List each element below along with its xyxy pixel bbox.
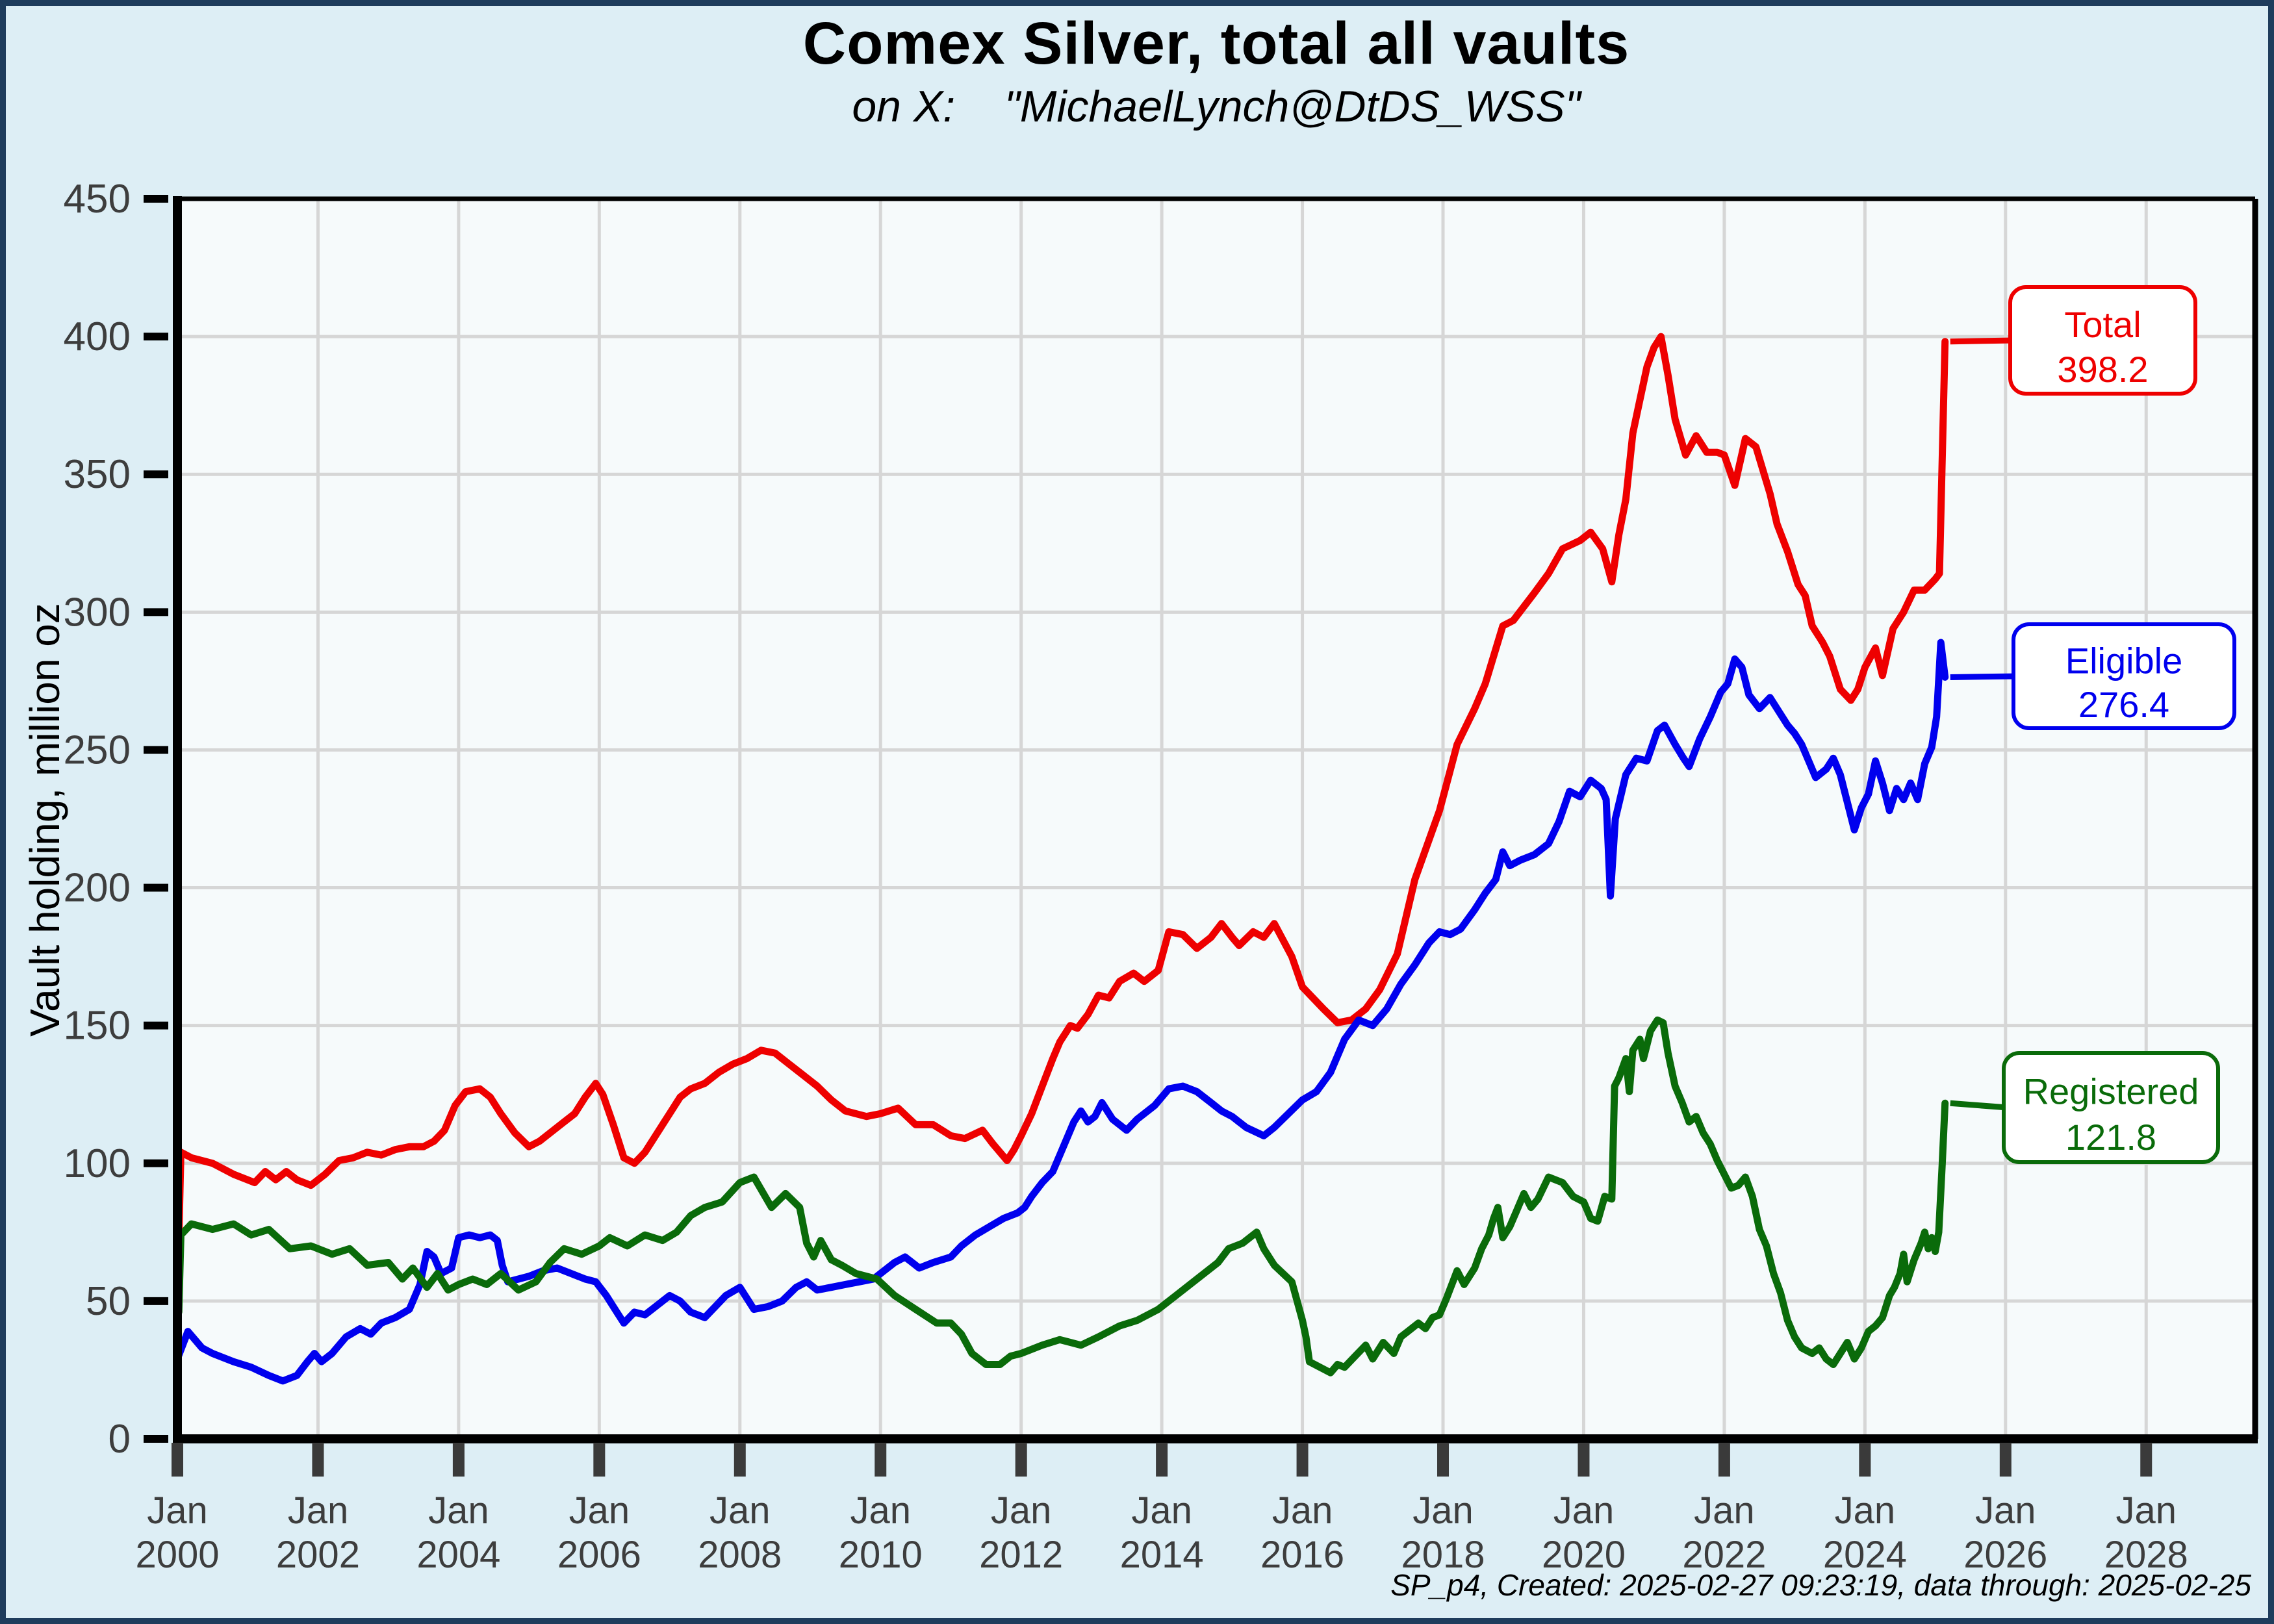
x-tick-label-month-2026: Jan — [1975, 1490, 2036, 1532]
x-tick-label-year-2008: 2008 — [698, 1534, 782, 1576]
y-tick-200 — [144, 883, 168, 892]
x-tick-2000 — [172, 1443, 183, 1477]
annotation-label-total: Total — [2064, 304, 2141, 345]
y-tick-400 — [144, 333, 168, 341]
x-tick-2016 — [1296, 1443, 1309, 1477]
x-tick-label-year-2024: 2024 — [1823, 1534, 1907, 1576]
x-tick-label-month-2006: Jan — [569, 1490, 630, 1532]
x-tick-label-year-2020: 2020 — [1542, 1534, 1626, 1576]
x-tick-label-month-2010: Jan — [850, 1490, 911, 1532]
chart-title: Comex Silver, total all vaults — [802, 10, 1630, 77]
x-tick-label-month-2020: Jan — [1553, 1490, 1615, 1532]
y-tick-100 — [144, 1159, 168, 1167]
chart-canvas: 050100150200250300350400450Jan2000Jan200… — [64, 177, 2258, 1576]
series-line-registered — [173, 1016, 1949, 1377]
x-tick-2012 — [1015, 1443, 1027, 1477]
x-tick-label-year-2004: 2004 — [416, 1534, 500, 1576]
x-tick-label-year-2000: 2000 — [135, 1534, 219, 1576]
x-tick-label-month-2016: Jan — [1272, 1490, 1333, 1532]
y-tick-label-150: 150 — [64, 1004, 131, 1048]
x-tick-label-month-2002: Jan — [288, 1490, 349, 1532]
x-tick-label-year-2018: 2018 — [1401, 1534, 1485, 1576]
annotation-connector-total — [1950, 337, 2015, 345]
x-tick-label-year-2016: 2016 — [1260, 1534, 1344, 1576]
x-tick-label-month-2000: Jan — [147, 1490, 208, 1532]
y-tick-label-350: 350 — [64, 452, 131, 497]
series-line-total — [173, 333, 1949, 1245]
x-tick-2022 — [1718, 1443, 1730, 1477]
x-tick-label-year-2022: 2022 — [1682, 1534, 1766, 1576]
x-tick-2026 — [1999, 1443, 2012, 1477]
y-tick-label-200: 200 — [64, 866, 131, 911]
annotation-box-registered — [2002, 1051, 2220, 1164]
annotation-label-registered: Registered — [2023, 1071, 2199, 1111]
annotation-box-total — [2008, 285, 2197, 396]
y-tick-label-450: 450 — [64, 177, 131, 222]
y-tick-label-0: 0 — [109, 1417, 131, 1462]
annotation-label-eligible: Eligible — [2065, 641, 2183, 681]
x-tick-label-month-2004: Jan — [428, 1490, 489, 1532]
y-tick-label-100: 100 — [64, 1141, 131, 1186]
x-tick-label-month-2024: Jan — [1835, 1490, 1896, 1532]
x-tick-label-month-2028: Jan — [2115, 1490, 2177, 1532]
x-tick-label-month-2014: Jan — [1131, 1490, 1192, 1532]
x-tick-label-month-2018: Jan — [1412, 1490, 1474, 1532]
y-tick-450 — [144, 195, 168, 203]
x-tick-2004 — [452, 1443, 465, 1477]
y-tick-label-250: 250 — [64, 728, 131, 772]
y-tick-150 — [144, 1021, 168, 1030]
x-tick-2006 — [593, 1443, 606, 1477]
x-tick-label-year-2014: 2014 — [1120, 1534, 1204, 1576]
y-tick-250 — [144, 746, 168, 754]
annotation-value-total: 398.2 — [2057, 349, 2148, 390]
x-tick-2008 — [734, 1443, 746, 1477]
x-tick-label-month-2022: Jan — [1694, 1490, 1755, 1532]
x-tick-label-year-2010: 2010 — [839, 1534, 923, 1576]
y-tick-350 — [144, 470, 168, 479]
x-tick-2014 — [1156, 1443, 1168, 1477]
annotation-connector-registered — [1950, 1100, 2008, 1111]
x-tick-2020 — [1578, 1443, 1590, 1477]
annotation-box-eligible — [2012, 622, 2236, 730]
x-tick-label-year-2026: 2026 — [1963, 1534, 2047, 1576]
x-tick-2002 — [312, 1443, 324, 1477]
x-tick-label-year-2012: 2012 — [979, 1534, 1063, 1576]
chart-subtitle: on X: "MichaelLynch@DtDS_WSS" — [852, 82, 1581, 131]
annotation-connector-eligible — [1950, 673, 2018, 680]
x-tick-label-year-2002: 2002 — [276, 1534, 360, 1576]
y-tick-label-400: 400 — [64, 314, 131, 359]
series-line-eligible — [173, 639, 1949, 1385]
x-tick-label-month-2012: Jan — [991, 1490, 1052, 1532]
y-tick-50 — [144, 1297, 168, 1305]
annotation-value-eligible: 276.4 — [2078, 684, 2169, 725]
plot-area — [177, 199, 2255, 1439]
x-tick-label-year-2028: 2028 — [2104, 1534, 2188, 1576]
x-tick-label-year-2006: 2006 — [557, 1534, 641, 1576]
x-tick-2018 — [1437, 1443, 1450, 1477]
y-tick-300 — [144, 608, 168, 616]
x-tick-2010 — [875, 1443, 887, 1477]
y-tick-0 — [144, 1435, 168, 1443]
x-tick-2024 — [1859, 1443, 1871, 1477]
annotation-value-registered: 121.8 — [2065, 1117, 2156, 1158]
y-tick-label-50: 50 — [86, 1279, 131, 1324]
y-tick-label-300: 300 — [64, 590, 131, 635]
x-tick-2028 — [2140, 1443, 2153, 1477]
footer-note: SP_p4, Created: 2025-02-27 09:23:19, dat… — [1390, 1568, 2251, 1602]
x-tick-label-month-2008: Jan — [709, 1490, 771, 1532]
